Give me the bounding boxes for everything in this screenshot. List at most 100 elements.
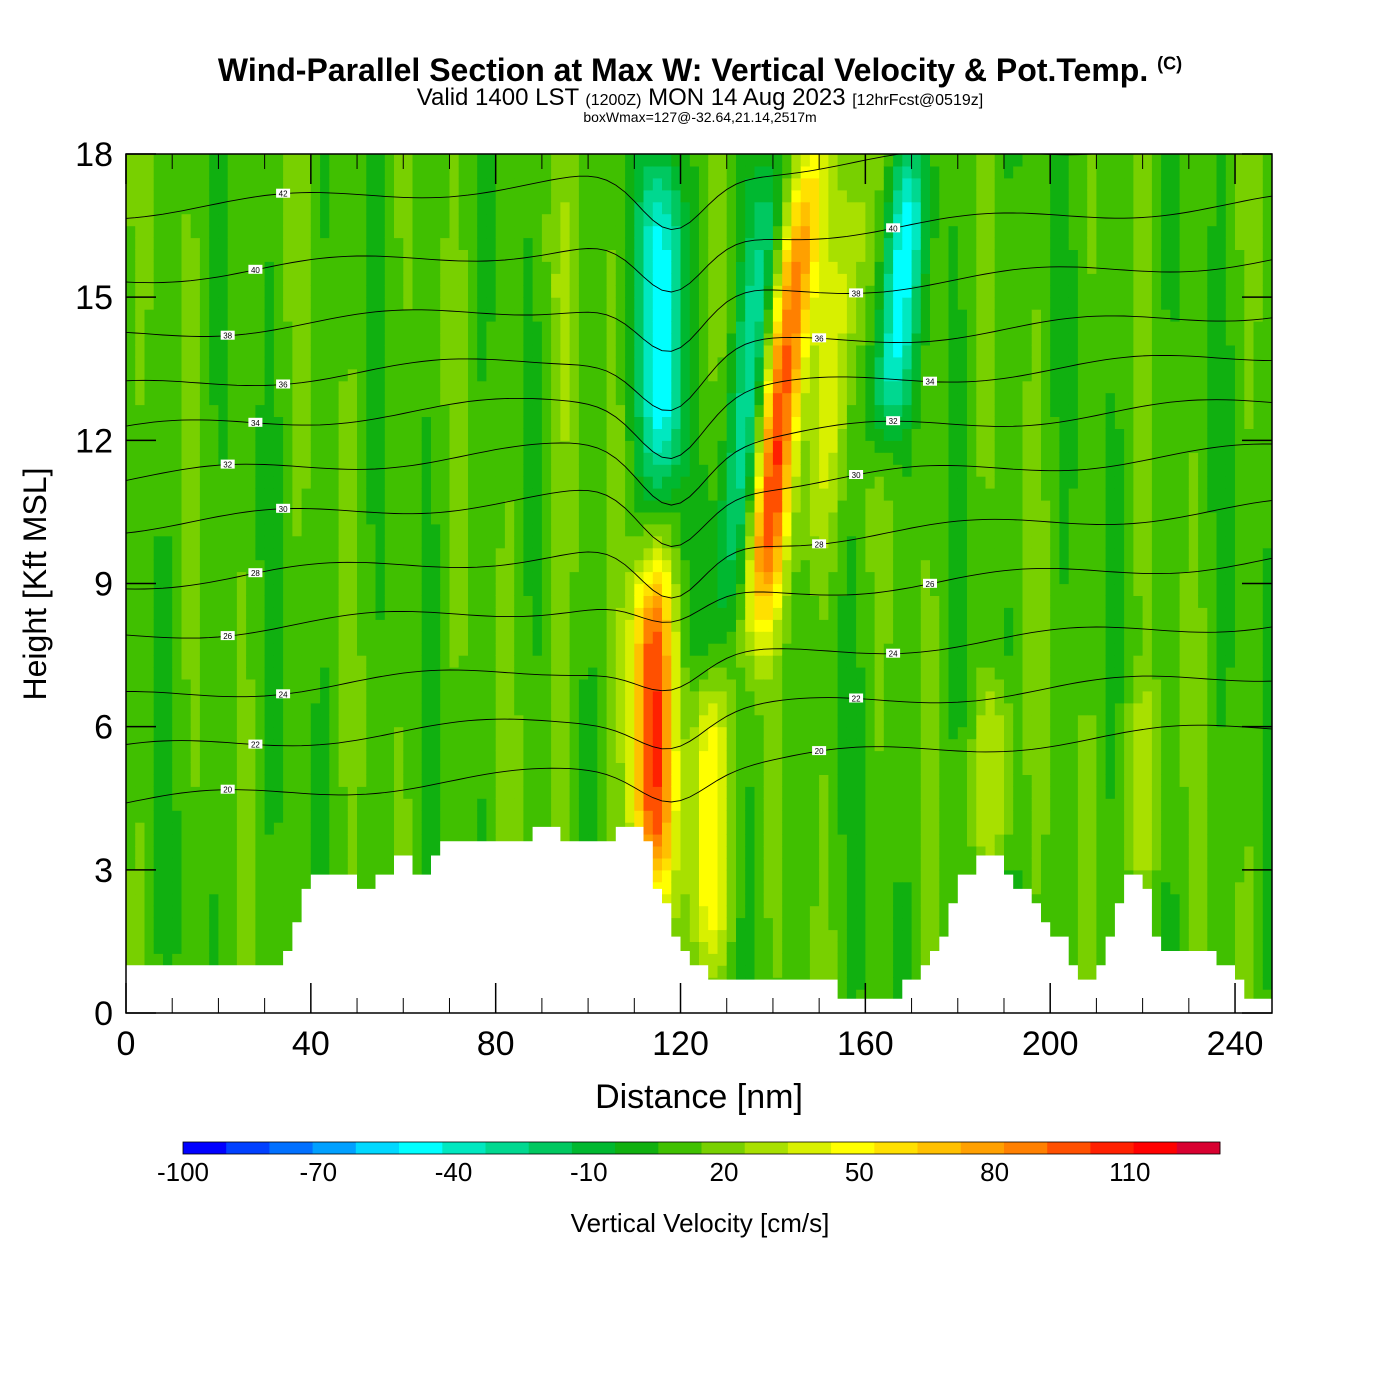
w-cell bbox=[153, 583, 164, 596]
w-cell bbox=[301, 273, 312, 286]
w-cell bbox=[264, 762, 275, 775]
w-cell bbox=[680, 750, 691, 763]
w-cell bbox=[578, 822, 589, 835]
w-cell bbox=[403, 523, 414, 537]
w-cell bbox=[754, 786, 765, 799]
w-cell bbox=[689, 165, 700, 179]
w-cell bbox=[310, 535, 321, 549]
w-cell bbox=[403, 726, 414, 740]
w-cell bbox=[514, 452, 524, 465]
w-cell bbox=[190, 404, 201, 417]
w-cell bbox=[163, 333, 173, 346]
w-cell bbox=[588, 559, 598, 573]
w-cell bbox=[615, 810, 626, 823]
w-cell bbox=[708, 643, 718, 656]
w-cell bbox=[468, 464, 478, 477]
w-cell bbox=[662, 762, 672, 775]
w-cell bbox=[412, 667, 423, 680]
w-cell bbox=[357, 261, 367, 274]
w-cell bbox=[301, 261, 312, 274]
w-cell bbox=[347, 798, 358, 811]
w-cell bbox=[754, 344, 765, 358]
w-cell bbox=[163, 488, 173, 501]
w-cell bbox=[495, 690, 506, 704]
w-cell bbox=[236, 786, 247, 799]
w-cell bbox=[532, 655, 543, 668]
w-cell bbox=[652, 500, 663, 513]
w-cell bbox=[662, 667, 672, 680]
w-cell bbox=[357, 452, 367, 465]
w-cell bbox=[615, 428, 626, 441]
w-cell bbox=[301, 869, 312, 883]
w-cell bbox=[652, 285, 663, 298]
w-cell bbox=[144, 356, 155, 370]
w-cell bbox=[394, 762, 404, 775]
w-cell bbox=[135, 404, 145, 417]
w-cell bbox=[560, 535, 571, 549]
w-cell bbox=[551, 595, 561, 608]
w-cell bbox=[431, 559, 441, 573]
w-cell bbox=[736, 738, 746, 752]
w-cell bbox=[652, 249, 663, 262]
w-cell bbox=[403, 619, 414, 632]
w-cell bbox=[172, 177, 182, 191]
w-cell bbox=[643, 643, 654, 656]
w-cell bbox=[264, 476, 275, 489]
w-cell bbox=[375, 583, 386, 596]
w-cell bbox=[726, 607, 737, 620]
w-cell bbox=[745, 965, 755, 978]
w-cell bbox=[652, 583, 663, 596]
w-cell bbox=[717, 726, 728, 740]
w-cell bbox=[163, 917, 173, 931]
w-cell bbox=[218, 261, 229, 274]
w-cell bbox=[218, 416, 229, 429]
w-cell bbox=[236, 333, 247, 346]
w-cell bbox=[190, 690, 201, 704]
w-cell bbox=[504, 189, 515, 203]
w-cell bbox=[597, 631, 608, 644]
w-cell bbox=[227, 464, 238, 477]
w-cell bbox=[357, 416, 367, 429]
w-cell bbox=[468, 702, 478, 716]
w-cell bbox=[689, 237, 700, 250]
w-cell bbox=[394, 356, 404, 370]
w-cell bbox=[246, 273, 256, 286]
w-cell bbox=[468, 476, 478, 489]
w-cell bbox=[440, 368, 450, 382]
w-cell bbox=[588, 523, 598, 537]
w-cell bbox=[199, 416, 210, 429]
w-cell bbox=[320, 726, 330, 740]
w-cell bbox=[449, 225, 460, 239]
w-cell bbox=[699, 714, 709, 728]
w-cell bbox=[754, 309, 765, 322]
w-cell bbox=[726, 702, 737, 716]
w-cell bbox=[209, 165, 219, 179]
w-cell bbox=[504, 500, 515, 513]
w-cell bbox=[560, 189, 571, 203]
w-cell bbox=[615, 535, 626, 549]
w-cell bbox=[126, 273, 136, 286]
w-cell bbox=[163, 834, 173, 847]
w-cell bbox=[172, 321, 182, 334]
w-cell bbox=[662, 237, 672, 250]
w-cell bbox=[153, 464, 164, 477]
w-cell bbox=[227, 177, 238, 191]
w-cell bbox=[449, 261, 460, 274]
w-cell bbox=[671, 655, 682, 668]
w-cell bbox=[708, 356, 718, 370]
w-cell bbox=[190, 798, 201, 811]
w-cell bbox=[754, 667, 765, 680]
w-cell bbox=[227, 750, 238, 763]
w-cell bbox=[745, 953, 755, 966]
w-cell bbox=[458, 678, 469, 692]
w-cell bbox=[551, 667, 561, 680]
w-cell bbox=[541, 774, 552, 787]
w-cell bbox=[283, 678, 293, 692]
w-cell bbox=[126, 643, 136, 656]
w-cell bbox=[273, 917, 284, 931]
w-cell bbox=[292, 225, 303, 239]
w-cell bbox=[689, 738, 700, 752]
w-cell bbox=[357, 309, 367, 322]
w-cell bbox=[431, 726, 441, 740]
w-cell bbox=[209, 380, 219, 394]
